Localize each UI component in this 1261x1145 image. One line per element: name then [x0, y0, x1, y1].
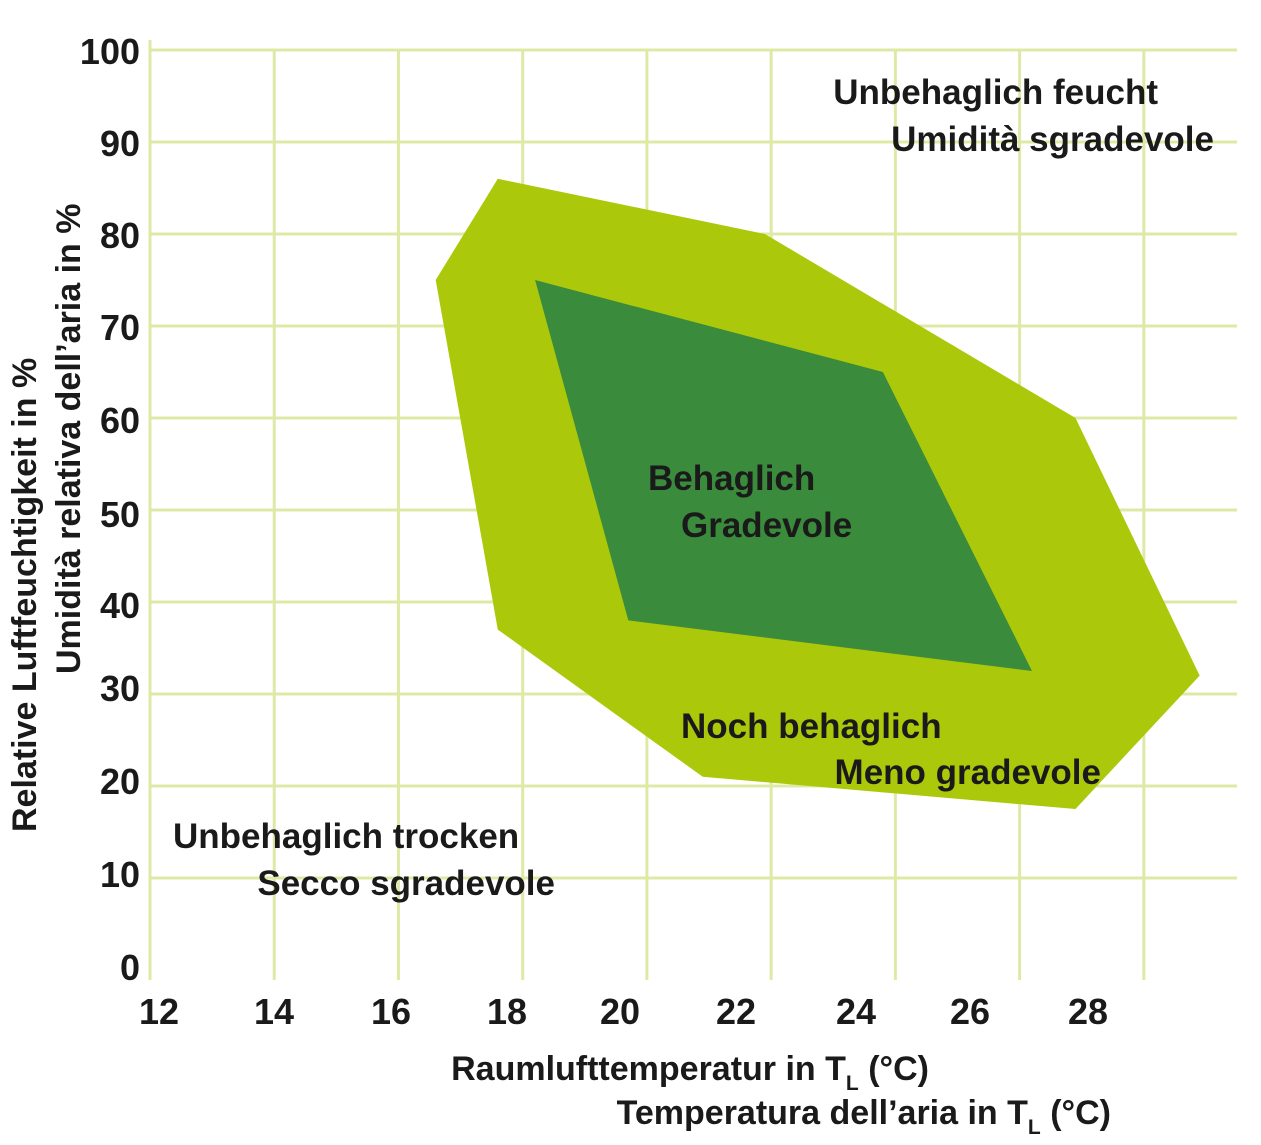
x-tick-label: 26: [950, 991, 990, 1032]
annotation-dry: Unbehaglich trocken Secco sgradevole: [173, 817, 555, 903]
annotation-comfortable: Behaglich Gradevole: [648, 459, 852, 545]
annotation-line: Secco sgradevole: [257, 864, 555, 903]
annotation-line: Umidità sgradevole: [891, 120, 1214, 159]
annotation-humid: Unbehaglich feucht Umidità sgradevole: [833, 73, 1214, 159]
y-tick-label: 20: [100, 761, 140, 802]
x-tick-labels: 12 14 16 18 20 22 24 26 28: [139, 991, 1108, 1032]
y-tick-labels: 0 10 20 30 40 50 60 70 80 90 100: [80, 31, 140, 988]
y-axis-title-secondary: Umidità relativa dell’aria in %: [50, 203, 88, 674]
x-tick-label: 12: [139, 991, 179, 1032]
x-tick-label: 24: [836, 991, 876, 1032]
annotation-line: Gradevole: [681, 506, 852, 545]
y-tick-label: 100: [80, 31, 140, 72]
x-axis-title-secondary: Temperatura dell’aria in TL (°C): [617, 1094, 1111, 1139]
annotation-line: Behaglich: [648, 459, 815, 498]
y-tick-label: 40: [100, 585, 140, 626]
y-tick-label: 70: [100, 307, 140, 348]
x-tick-label: 16: [371, 991, 411, 1032]
annotation-line: Noch behaglich: [681, 707, 942, 746]
annotation-still-comfortable: Noch behaglich Meno gradevole: [681, 707, 1101, 792]
y-tick-label: 0: [120, 947, 140, 988]
annotation-line: Unbehaglich trocken: [173, 817, 519, 856]
x-tick-label: 18: [487, 991, 527, 1032]
y-tick-label: 30: [100, 668, 140, 709]
y-tick-label: 50: [100, 494, 140, 535]
y-axis-title: Relative Luftfeuchtigkeit in %: [6, 358, 44, 832]
y-tick-label: 10: [100, 854, 140, 895]
annotation-line: Meno gradevole: [835, 753, 1101, 792]
y-tick-label: 60: [100, 400, 140, 441]
y-tick-label: 90: [100, 123, 140, 164]
x-axis-title: Raumlufttemperatur in TL (°C): [451, 1050, 929, 1095]
x-tick-label: 20: [600, 991, 640, 1032]
x-tick-label: 14: [254, 991, 294, 1032]
comfort-regions: [435, 178, 1200, 810]
x-tick-label: 28: [1068, 991, 1108, 1032]
x-tick-label: 22: [716, 991, 756, 1032]
axes: [148, 40, 1146, 980]
region-comfortable: [535, 280, 1032, 671]
y-tick-label: 80: [100, 215, 140, 256]
annotation-line: Unbehaglich feucht: [833, 73, 1158, 112]
